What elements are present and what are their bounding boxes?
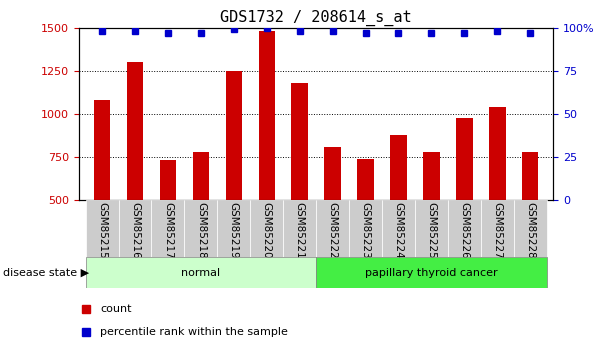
Bar [94,100,110,200]
Text: GSM85216: GSM85216 [130,202,140,258]
Bar [193,152,209,200]
Bar [415,200,448,257]
Bar [250,200,283,257]
Text: GSM85223: GSM85223 [361,202,370,258]
Bar [291,83,308,200]
Text: GSM85224: GSM85224 [393,202,404,258]
Bar [522,152,539,200]
Bar [316,257,547,288]
Bar [382,200,415,257]
Text: GSM85221: GSM85221 [295,202,305,258]
Text: count: count [100,304,132,314]
Bar [86,200,119,257]
Bar [456,118,472,200]
Bar [390,135,407,200]
Bar [283,200,316,257]
Text: GSM85219: GSM85219 [229,202,239,258]
Bar [316,200,349,257]
Title: GDS1732 / 208614_s_at: GDS1732 / 208614_s_at [220,10,412,26]
Text: GSM85220: GSM85220 [262,202,272,258]
Text: GSM85228: GSM85228 [525,202,535,258]
Bar [358,159,374,200]
Text: GSM85225: GSM85225 [426,202,437,258]
Bar [119,200,151,257]
Bar [217,200,250,257]
Bar [86,257,316,288]
Text: disease state ▶: disease state ▶ [3,268,89,277]
Bar [127,62,143,200]
Bar [226,71,242,200]
Bar [448,200,481,257]
Text: normal: normal [181,268,221,277]
Text: GSM85222: GSM85222 [328,202,337,258]
Bar [481,200,514,257]
Bar [184,200,218,257]
Bar [489,107,505,200]
Bar [423,152,440,200]
Text: percentile rank within the sample: percentile rank within the sample [100,327,288,337]
Bar [325,147,341,200]
Bar [514,200,547,257]
Bar [151,200,184,257]
Text: GSM85226: GSM85226 [460,202,469,258]
Bar [160,160,176,200]
Text: GSM85227: GSM85227 [492,202,502,258]
Text: GSM85215: GSM85215 [97,202,107,258]
Bar [258,31,275,200]
Text: GSM85218: GSM85218 [196,202,206,258]
Text: GSM85217: GSM85217 [163,202,173,258]
Text: papillary thyroid cancer: papillary thyroid cancer [365,268,498,277]
Bar [349,200,382,257]
